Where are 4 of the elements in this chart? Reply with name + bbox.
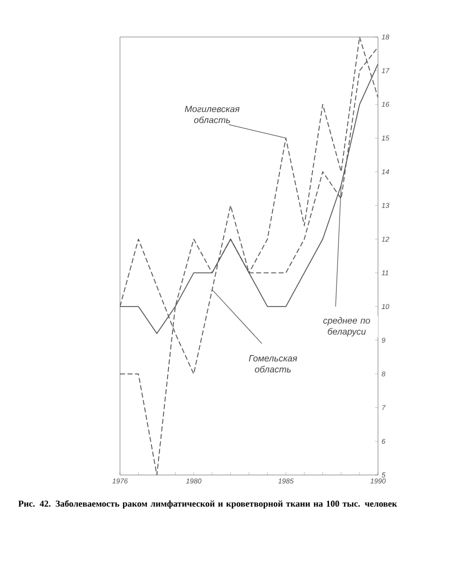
annotation: Могилевская область — [184, 106, 240, 124]
text: Рис. 42. Заболеваемость раком лимфатической и кроветворной ткани на 100 тыс. человек — [18, 500, 398, 509]
annotation: среднее по беларуси — [323, 317, 370, 336]
annotation: Гомельская область — [248, 355, 298, 372]
